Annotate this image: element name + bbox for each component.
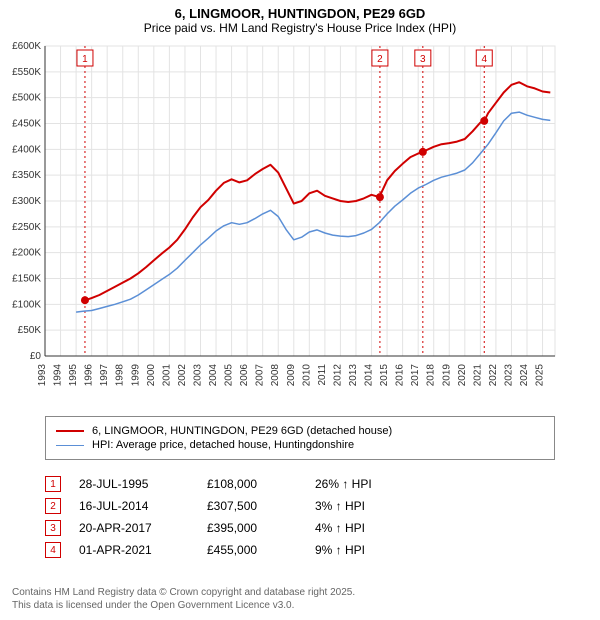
svg-text:£100K: £100K — [12, 299, 41, 310]
svg-text:2016: 2016 — [395, 364, 406, 387]
event-marker-box: 4 — [45, 542, 61, 558]
svg-text:£550K: £550K — [12, 67, 41, 78]
legend-swatch — [56, 445, 84, 446]
svg-text:2007: 2007 — [255, 364, 266, 387]
footer-attribution: Contains HM Land Registry data © Crown c… — [12, 586, 355, 612]
svg-text:2008: 2008 — [270, 364, 281, 387]
svg-text:2022: 2022 — [488, 364, 499, 387]
footer-line-1: Contains HM Land Registry data © Crown c… — [12, 586, 355, 599]
event-row: 4 01-APR-2021 £455,000 9% ↑ HPI — [45, 542, 555, 558]
svg-text:4: 4 — [481, 54, 487, 65]
svg-text:£50K: £50K — [18, 325, 42, 336]
svg-text:2019: 2019 — [441, 364, 452, 387]
event-date: 20-APR-2017 — [79, 521, 189, 535]
svg-text:£150K: £150K — [12, 274, 41, 285]
svg-text:2015: 2015 — [379, 364, 390, 387]
svg-text:2025: 2025 — [535, 364, 546, 387]
chart-area: £0 £50K £100K £150K £200K £250K £300K £350K £400… — [0, 40, 600, 410]
svg-text:3: 3 — [420, 54, 426, 65]
event-price: £455,000 — [207, 543, 297, 557]
svg-text:1996: 1996 — [84, 364, 95, 387]
event-price: £108,000 — [207, 477, 297, 491]
svg-text:£500K: £500K — [12, 93, 41, 104]
svg-text:£200K: £200K — [12, 248, 41, 259]
events-table: 1 28-JUL-1995 £108,000 26% ↑ HPI 2 16-JUL-201… — [45, 470, 555, 564]
svg-text:2006: 2006 — [239, 364, 250, 387]
event-marker-box: 3 — [45, 520, 61, 536]
event-price: £307,500 — [207, 499, 297, 513]
svg-text:2011: 2011 — [317, 364, 328, 386]
event-date: 28-JUL-1995 — [79, 477, 189, 491]
svg-text:2024: 2024 — [519, 364, 530, 387]
svg-text:2005: 2005 — [224, 364, 235, 387]
svg-text:2017: 2017 — [410, 364, 421, 387]
legend-label: HPI: Average price, detached house, Hunt… — [92, 439, 354, 451]
event-price: £395,000 — [207, 521, 297, 535]
page-title: 6, LINGMOOR, HUNTINGDON, PE29 6GD — [0, 0, 600, 21]
svg-text:2018: 2018 — [426, 364, 437, 387]
svg-text:£400K: £400K — [12, 144, 41, 155]
svg-text:1993: 1993 — [37, 364, 48, 387]
svg-text:£250K: £250K — [12, 222, 41, 233]
legend-swatch — [56, 430, 84, 432]
svg-text:2000: 2000 — [146, 364, 157, 387]
legend: 6, LINGMOOR, HUNTINGDON, PE29 6GD (detac… — [45, 416, 555, 460]
svg-text:£300K: £300K — [12, 196, 41, 207]
svg-text:1: 1 — [82, 54, 88, 65]
legend-item: HPI: Average price, detached house, Hunt… — [56, 439, 544, 451]
svg-text:2003: 2003 — [192, 364, 203, 387]
event-marker-box: 1 — [45, 476, 61, 492]
event-row: 3 20-APR-2017 £395,000 4% ↑ HPI — [45, 520, 555, 536]
svg-text:2002: 2002 — [177, 364, 188, 387]
event-row: 1 28-JUL-1995 £108,000 26% ↑ HPI — [45, 476, 555, 492]
svg-text:£350K: £350K — [12, 170, 41, 181]
event-diff: 9% ↑ HPI — [315, 543, 415, 557]
svg-text:2004: 2004 — [208, 364, 219, 387]
line-chart-svg: £0 £50K £100K £150K £200K £250K £300K £350K £400… — [0, 40, 600, 410]
svg-text:£600K: £600K — [12, 41, 41, 52]
event-date: 16-JUL-2014 — [79, 499, 189, 513]
svg-text:£0: £0 — [30, 351, 42, 362]
svg-text:2: 2 — [377, 54, 383, 65]
legend-label: 6, LINGMOOR, HUNTINGDON, PE29 6GD (detac… — [92, 425, 392, 437]
footer-line-2: This data is licensed under the Open Gov… — [12, 599, 355, 612]
page-subtitle: Price paid vs. HM Land Registry's House … — [0, 21, 600, 39]
svg-text:2013: 2013 — [348, 364, 359, 387]
svg-text:2010: 2010 — [301, 364, 312, 387]
event-diff: 4% ↑ HPI — [315, 521, 415, 535]
svg-text:2021: 2021 — [472, 364, 483, 387]
event-diff: 26% ↑ HPI — [315, 477, 415, 491]
svg-text:2009: 2009 — [286, 364, 297, 387]
svg-text:1998: 1998 — [115, 364, 126, 387]
svg-text:1999: 1999 — [130, 364, 141, 387]
event-diff: 3% ↑ HPI — [315, 499, 415, 513]
svg-text:£450K: £450K — [12, 119, 41, 130]
svg-text:1994: 1994 — [53, 364, 64, 387]
event-row: 2 16-JUL-2014 £307,500 3% ↑ HPI — [45, 498, 555, 514]
legend-item: 6, LINGMOOR, HUNTINGDON, PE29 6GD (detac… — [56, 425, 544, 437]
chart-container: 6, LINGMOOR, HUNTINGDON, PE29 6GD Price … — [0, 0, 600, 620]
svg-text:2012: 2012 — [332, 364, 343, 387]
svg-text:2014: 2014 — [364, 364, 375, 387]
event-date: 01-APR-2021 — [79, 543, 189, 557]
svg-text:2020: 2020 — [457, 364, 468, 387]
svg-text:1995: 1995 — [68, 364, 79, 387]
svg-text:2023: 2023 — [503, 364, 514, 387]
event-marker-box: 2 — [45, 498, 61, 514]
svg-text:2001: 2001 — [161, 364, 172, 387]
svg-text:1997: 1997 — [99, 364, 110, 387]
